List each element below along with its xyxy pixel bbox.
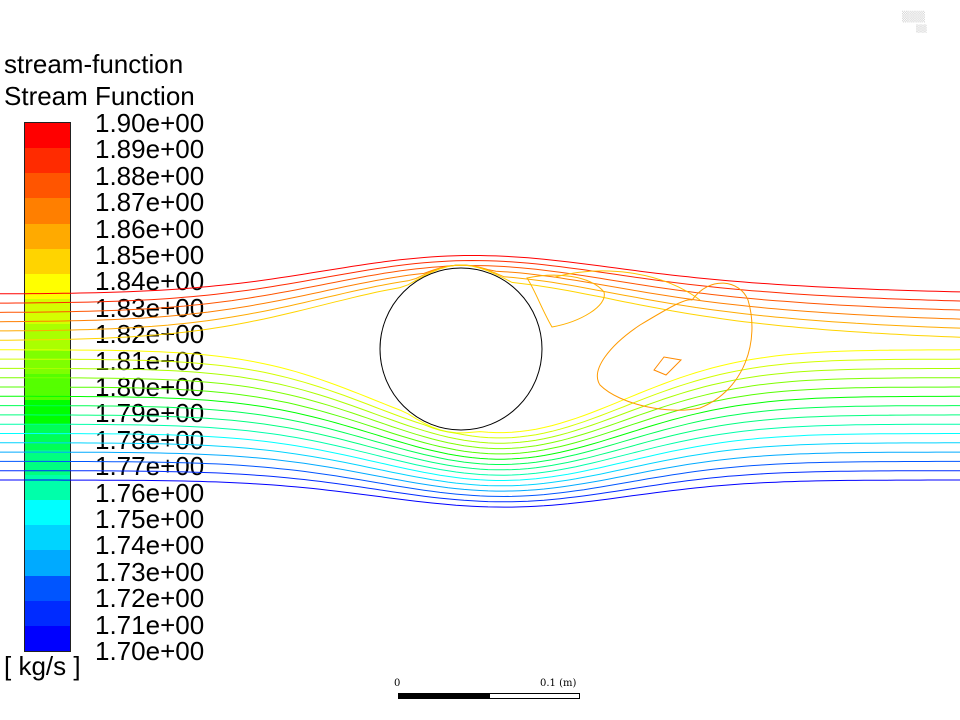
streamline-contour xyxy=(0,395,960,460)
svg-text:▒▒▒: ▒▒▒ xyxy=(902,10,925,23)
scale-bar-end-label: 0.1 (m) xyxy=(540,678,577,689)
streamline-contour xyxy=(0,405,960,465)
svg-text:▒▒: ▒▒ xyxy=(916,24,927,33)
streamline-contour xyxy=(0,367,960,444)
streamline-contour xyxy=(0,349,960,434)
colorbar-band xyxy=(25,424,70,451)
cylinder-obstacle xyxy=(379,267,543,431)
wake-contour-upper-eddy xyxy=(526,274,605,328)
scale-bar-ruler xyxy=(398,693,580,699)
streamline-contour xyxy=(0,264,960,341)
colorbar-tick-label: 1.76e+00 xyxy=(95,477,205,508)
colorbar-band xyxy=(25,223,70,250)
colorbar-band xyxy=(25,248,70,275)
legend-title: Stream Function xyxy=(4,81,195,111)
streamlines xyxy=(0,255,960,508)
colorbar-band xyxy=(25,475,70,501)
colorbar-tick-label: 1.85e+00 xyxy=(95,240,205,270)
colorbar-tick-label: 1.74e+00 xyxy=(95,530,205,561)
scale-bar-white-segment xyxy=(489,693,580,699)
colorbar-tick-label: 1.73e+00 xyxy=(95,556,205,587)
colorbar-band xyxy=(25,399,70,426)
colorbar-band xyxy=(25,123,70,149)
colorbar-band xyxy=(25,575,70,602)
colorbar-band xyxy=(25,625,70,652)
colorbar-tick-label: 1.70e+00 xyxy=(95,636,205,666)
streamline-contour xyxy=(0,255,960,295)
streamline-contour xyxy=(0,451,960,492)
wake-contour-inner-eddy xyxy=(653,356,683,376)
scale-bar-start-label: 0 xyxy=(394,678,401,689)
wake-contour-lower-eddy xyxy=(596,282,753,411)
colorbar-tick-label: 1.71e+00 xyxy=(95,609,205,640)
streamline-contour xyxy=(0,386,960,455)
colorbar-tick-label: 1.87e+00 xyxy=(95,187,205,218)
colorbar-tick-label: 1.78e+00 xyxy=(95,424,205,455)
colorbar-tick-label: 1.89e+00 xyxy=(95,134,205,165)
streamline-contour xyxy=(0,423,960,476)
colorbar-band xyxy=(25,173,70,199)
scale-bar-black-segment xyxy=(398,693,489,699)
streamline-contour xyxy=(0,442,960,487)
colorbar-band xyxy=(25,198,70,225)
watermark-logo: ▒▒▒ ▒▒ xyxy=(902,10,927,33)
colorbar-tick-label: 1.88e+00 xyxy=(95,160,205,191)
colorbar-band xyxy=(25,600,70,627)
colorbar-tick-label: 1.82e+00 xyxy=(95,319,205,350)
streamline-contour xyxy=(0,358,960,439)
scale-bar: 0 0.1 (m) xyxy=(380,678,600,708)
colorbar-tick-label: 1.90e+00 xyxy=(95,108,205,138)
streamline-contour xyxy=(0,264,960,313)
legend-variable-name: stream-function xyxy=(4,49,184,79)
colorbar-tick-label: 1.72e+00 xyxy=(95,583,205,614)
streamline-contour xyxy=(0,470,960,503)
colorbar-band xyxy=(25,148,70,174)
streamline-contour xyxy=(0,433,960,481)
colorbar-tick-label: 1.79e+00 xyxy=(95,398,205,429)
streamline-contour xyxy=(0,460,960,498)
colorbar-tick-label: 1.75e+00 xyxy=(95,504,205,534)
wake-contour-upper-arc xyxy=(554,270,701,301)
colorbar-band xyxy=(25,550,70,577)
streamline-contour xyxy=(0,479,960,508)
colorbar-tick-label: 1.84e+00 xyxy=(95,266,205,297)
colorbar-band xyxy=(25,500,70,526)
colorbar-band xyxy=(25,273,70,300)
colorbar-band xyxy=(25,349,70,375)
legend-unit: [ kg/s ] xyxy=(4,651,81,681)
streamline-contour xyxy=(0,414,960,471)
colorbar-band xyxy=(25,525,70,551)
wake-contours xyxy=(526,270,753,411)
streamline-contour xyxy=(0,377,960,450)
colorbar-band xyxy=(25,324,70,350)
colorbar-tick-label: 1.77e+00 xyxy=(95,451,205,482)
colorbar-tick-label: 1.83e+00 xyxy=(95,292,205,323)
streamline-contour xyxy=(0,259,960,304)
colorbar-tick-label: 1.86e+00 xyxy=(95,213,205,244)
